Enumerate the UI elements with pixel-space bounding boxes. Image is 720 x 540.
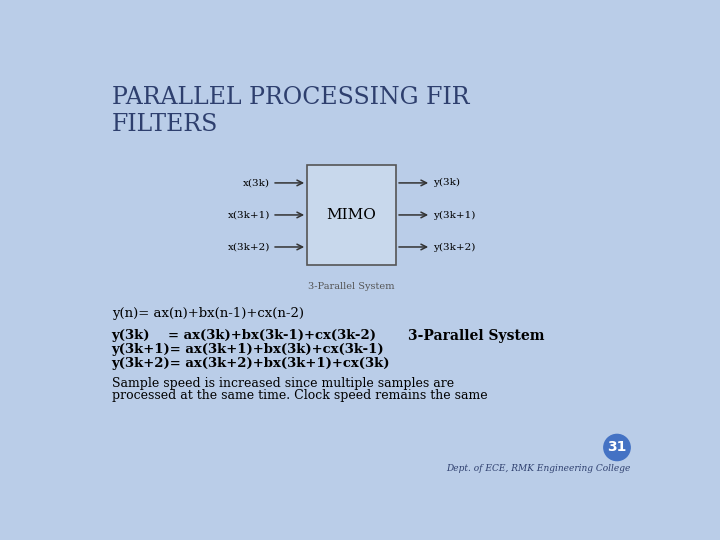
Text: y(3k+2)= ax(3k+2)+bx(3k+1)+cx(3k): y(3k+2)= ax(3k+2)+bx(3k+1)+cx(3k)	[112, 356, 390, 369]
Text: 3-Parallel System: 3-Parallel System	[408, 329, 544, 343]
Text: y(3k+2): y(3k+2)	[433, 242, 476, 252]
Bar	[307, 165, 396, 265]
Text: x(3k+1): x(3k+1)	[228, 211, 270, 219]
Text: Sample speed is increased since multiple samples are: Sample speed is increased since multiple…	[112, 377, 454, 390]
Text: processed at the same time. Clock speed remains the same: processed at the same time. Clock speed …	[112, 389, 487, 402]
Text: FILTERS: FILTERS	[112, 112, 218, 136]
Text: Dept. of ECE, RMK Engineering College: Dept. of ECE, RMK Engineering College	[446, 464, 631, 473]
Text: y(3k)    = ax(3k)+bx(3k-1)+cx(3k-2): y(3k) = ax(3k)+bx(3k-1)+cx(3k-2)	[112, 329, 377, 342]
Text: MIMO: MIMO	[327, 208, 377, 222]
Circle shape	[604, 434, 630, 461]
Text: 31: 31	[607, 441, 626, 455]
Text: x(3k+2): x(3k+2)	[228, 242, 270, 252]
Text: PARALLEL PROCESSING FIR: PARALLEL PROCESSING FIR	[112, 86, 469, 110]
Text: y(3k+1): y(3k+1)	[433, 211, 476, 220]
Text: y(n)= ax(n)+bx(n-1)+cx(n-2): y(n)= ax(n)+bx(n-1)+cx(n-2)	[112, 307, 304, 320]
Text: x(3k): x(3k)	[243, 178, 270, 187]
Text: y(3k+1)= ax(3k+1)+bx(3k)+cx(3k-1): y(3k+1)= ax(3k+1)+bx(3k)+cx(3k-1)	[112, 343, 384, 356]
Text: 3-Parallel System: 3-Parallel System	[308, 282, 395, 291]
Text: y(3k): y(3k)	[433, 178, 460, 187]
